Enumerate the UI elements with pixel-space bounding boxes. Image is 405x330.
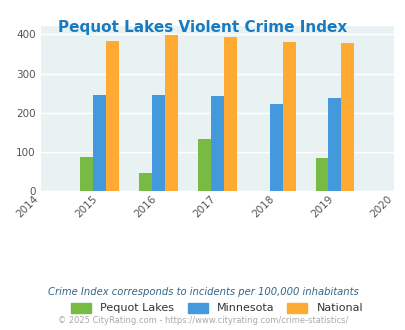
Text: © 2025 CityRating.com - https://www.cityrating.com/crime-statistics/: © 2025 CityRating.com - https://www.city… [58, 316, 347, 325]
Bar [139, 173, 151, 191]
Text: Pequot Lakes Violent Crime Index: Pequot Lakes Violent Crime Index [58, 20, 347, 35]
Bar [93, 95, 106, 191]
Bar [80, 157, 93, 191]
Bar [328, 97, 341, 191]
Bar [223, 37, 236, 191]
Bar [197, 139, 210, 191]
Bar [106, 41, 119, 191]
Bar [282, 42, 295, 191]
Legend: Pequot Lakes, Minnesota, National: Pequot Lakes, Minnesota, National [68, 299, 365, 317]
Bar [269, 104, 282, 191]
Bar [164, 35, 177, 191]
Text: Crime Index corresponds to incidents per 100,000 inhabitants: Crime Index corresponds to incidents per… [47, 287, 358, 297]
Bar [151, 95, 164, 191]
Bar [315, 158, 328, 191]
Bar [341, 43, 354, 191]
Bar [210, 96, 223, 191]
